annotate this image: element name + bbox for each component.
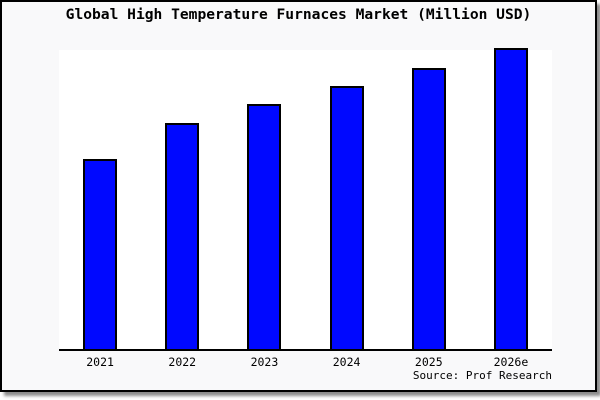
x-axis-label-2022: 2022 xyxy=(168,355,197,369)
x-axis-label-2021: 2021 xyxy=(86,355,114,369)
bar-slot-2022 xyxy=(141,50,223,349)
plot-area xyxy=(59,48,552,351)
bar-2022 xyxy=(165,123,200,349)
bar-slot-2024 xyxy=(306,50,388,349)
x-axis-label-2025: 2025 xyxy=(414,355,443,369)
bar-2021 xyxy=(83,159,118,349)
bar-slot-2026e xyxy=(470,48,552,349)
bar-2025 xyxy=(411,68,446,349)
bar-2023 xyxy=(247,104,282,349)
chart-title: Global High Temperature Furnaces Market … xyxy=(65,6,532,23)
x-axis-labels: 2021 2022 2023 2024 2025 2026e xyxy=(59,355,552,369)
x-axis-label-2023: 2023 xyxy=(250,355,279,369)
source-credit: Source: Prof Research xyxy=(412,369,552,382)
x-axis-label-2024: 2024 xyxy=(332,355,361,369)
bar-2026e xyxy=(493,48,528,349)
bar-2024 xyxy=(329,86,364,349)
chart-card: Global High Temperature Furnaces Market … xyxy=(0,0,597,392)
bar-slot-2021 xyxy=(59,50,141,349)
x-axis-label-2026e: 2026e xyxy=(493,355,529,369)
bar-slot-2023 xyxy=(223,50,305,349)
bar-slot-2025 xyxy=(388,50,470,349)
